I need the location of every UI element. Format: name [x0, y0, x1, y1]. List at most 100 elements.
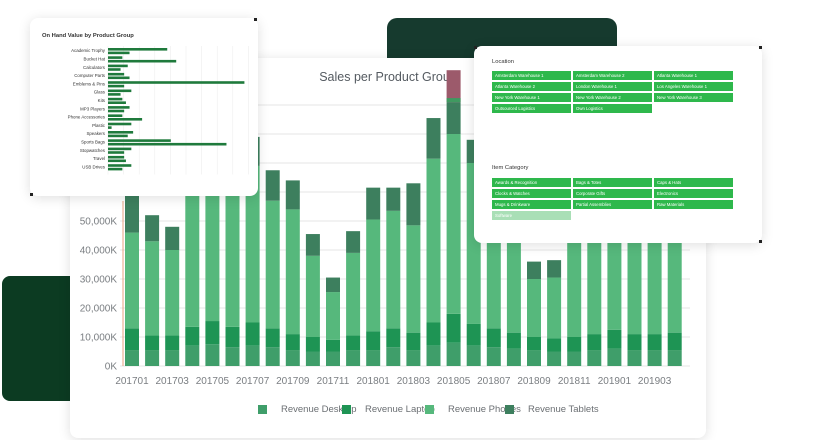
bar-segment-laptop: [185, 326, 200, 346]
bar-segment-desktop: [547, 351, 562, 366]
bar-segment-laptop: [125, 328, 139, 351]
category-option[interactable]: Clocks & Watches: [492, 189, 571, 198]
hbar: [108, 109, 125, 113]
hbar: [108, 167, 123, 171]
x-tick-label: 201903: [638, 376, 672, 387]
bar-segment-desktop: [285, 350, 300, 366]
location-option[interactable]: Atlanta Warehouse 1: [654, 71, 733, 80]
bar-segment-desktop: [265, 347, 280, 366]
legend-label-tablets: Revenue Tablets: [528, 404, 599, 415]
bar-segment-phones: [506, 213, 521, 333]
bar-segment-phones: [145, 241, 160, 336]
bar-segment-phones: [185, 170, 200, 327]
bar-segment-laptop: [607, 329, 622, 349]
bar-segment-phones: [547, 277, 562, 339]
bar-segment-laptop: [466, 323, 481, 346]
y-tick-label: 20,000K: [80, 304, 118, 315]
bar-segment-phones: [225, 174, 240, 327]
hbar: [108, 147, 132, 151]
x-tick-label: 201809: [517, 376, 551, 387]
bar-segment-desktop: [466, 345, 481, 366]
bar-segment-phones: [346, 252, 361, 336]
hbar: [108, 134, 128, 138]
bar-segment-desktop: [607, 348, 622, 366]
category-option[interactable]: Electronics: [654, 189, 733, 198]
bar-segment-laptop: [285, 334, 300, 351]
bar-segment-laptop: [245, 322, 260, 346]
legend-swatch-tablets: [505, 405, 514, 414]
location-option[interactable]: Amsterdam Warehouse 1: [492, 71, 571, 80]
bar-segment-tablets: [446, 102, 461, 134]
category-option[interactable]: Mugs & Drinkware: [492, 200, 571, 209]
location-option[interactable]: New York Warehouse 3: [654, 93, 733, 102]
bar-segment-desktop: [386, 347, 401, 366]
bar-segment-desktop: [165, 350, 180, 366]
bar-segment-highlight: [446, 98, 461, 103]
category-label: Plastic: [92, 123, 106, 128]
legend-swatch-laptop: [342, 405, 351, 414]
category-option[interactable]: Partial Assemblies: [573, 200, 652, 209]
sales-chart-title: Sales per Product Group: [319, 70, 457, 84]
legend-item-laptop[interactable]: Revenue Laptop: [342, 404, 435, 415]
bar-segment-phones: [285, 209, 300, 335]
legend-item-phones[interactable]: Revenue Phones: [425, 404, 521, 415]
bar-segment-phones: [205, 170, 220, 322]
y-tick-label: 30,000K: [80, 275, 118, 286]
category-option[interactable]: Awards & Recognition: [492, 178, 571, 187]
bar-segment-desktop: [245, 345, 260, 366]
hbar: [108, 56, 123, 59]
category-option[interactable]: Caps & Hats: [654, 178, 733, 187]
x-tick-label: 201711: [317, 376, 350, 387]
category-label: Bucket Hat: [84, 57, 106, 62]
category-option[interactable]: Corporate Gifts: [573, 189, 652, 198]
hbar: [108, 72, 125, 76]
hbar: [108, 142, 227, 146]
x-tick-label: 201709: [276, 376, 310, 387]
location-option[interactable]: New York Warehouse 2: [573, 93, 652, 102]
legend-item-desktop[interactable]: Revenue Desktop: [258, 404, 357, 415]
hbar: [108, 59, 177, 63]
location-option[interactable]: Amsterdam Warehouse 2: [573, 71, 652, 80]
bar-segment-phones: [426, 158, 441, 323]
bar-segment-phones: [125, 232, 139, 329]
x-tick-label: 201811: [558, 376, 591, 387]
location-option[interactable]: Los Angeles Warehouse 1: [654, 82, 733, 91]
hbar: [108, 159, 126, 163]
hbar: [108, 131, 134, 134]
bar-segment-desktop: [406, 350, 421, 366]
bar-segment-laptop: [486, 328, 501, 348]
bar-segment-laptop: [145, 335, 160, 351]
bar-segment-laptop: [366, 331, 381, 351]
legend-item-tablets[interactable]: Revenue Tablets: [505, 404, 599, 415]
x-tick-label: 201901: [598, 376, 632, 387]
category-label: Sports Bags: [81, 140, 106, 145]
bar-segment-desktop: [446, 342, 461, 366]
hbar: [108, 139, 171, 142]
bar-segment-laptop: [446, 313, 461, 343]
bar-segment-desktop: [506, 348, 521, 366]
bar-segment-desktop: [627, 350, 642, 366]
bar-segment-desktop: [305, 351, 320, 366]
legend-swatch-desktop: [258, 405, 267, 414]
hbar: [108, 151, 125, 154]
bar-segment-tablets: [547, 260, 562, 278]
location-option[interactable]: Atlanta Warehouse 2: [492, 82, 571, 91]
bar-segment-desktop: [426, 345, 441, 366]
hbar: [108, 81, 245, 84]
bar-segment-desktop: [205, 344, 220, 366]
bar-segment-tablets: [305, 234, 320, 256]
category-option[interactable]: Bags & Totes: [573, 178, 652, 187]
location-option[interactable]: Outsourced Logistics: [492, 104, 571, 113]
location-option[interactable]: Own Logistics: [573, 104, 652, 113]
category-option[interactable]: Raw Materials: [654, 200, 733, 209]
legend-label-phones: Revenue Phones: [448, 404, 521, 415]
bar-segment-phones: [265, 200, 280, 329]
category-option[interactable]: Software: [492, 211, 571, 220]
hbar: [108, 84, 125, 88]
hbar: [108, 93, 121, 96]
x-tick-label: 201707: [236, 376, 270, 387]
location-option[interactable]: New York Warehouse 1: [492, 93, 571, 102]
bar-segment-phones: [366, 219, 381, 332]
bar-segment-laptop: [547, 338, 562, 352]
location-option[interactable]: London Warehouse 1: [573, 82, 652, 91]
